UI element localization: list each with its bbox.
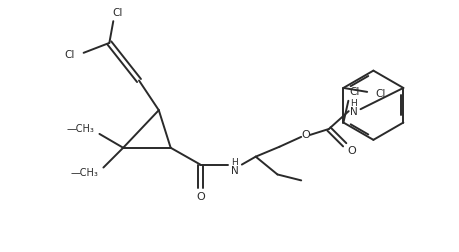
Text: O: O — [302, 130, 311, 140]
Text: Cl: Cl — [112, 8, 123, 18]
Text: H: H — [350, 99, 357, 108]
Text: Cl: Cl — [65, 50, 75, 60]
Text: Cl: Cl — [349, 87, 359, 97]
Text: O: O — [196, 192, 205, 202]
Text: —CH₃: —CH₃ — [67, 124, 95, 134]
Text: N: N — [350, 107, 358, 117]
Text: O: O — [347, 146, 356, 156]
Text: —CH₃: —CH₃ — [71, 169, 99, 178]
Text: H: H — [231, 158, 238, 167]
Text: N: N — [231, 167, 239, 176]
Text: Cl: Cl — [376, 89, 386, 99]
